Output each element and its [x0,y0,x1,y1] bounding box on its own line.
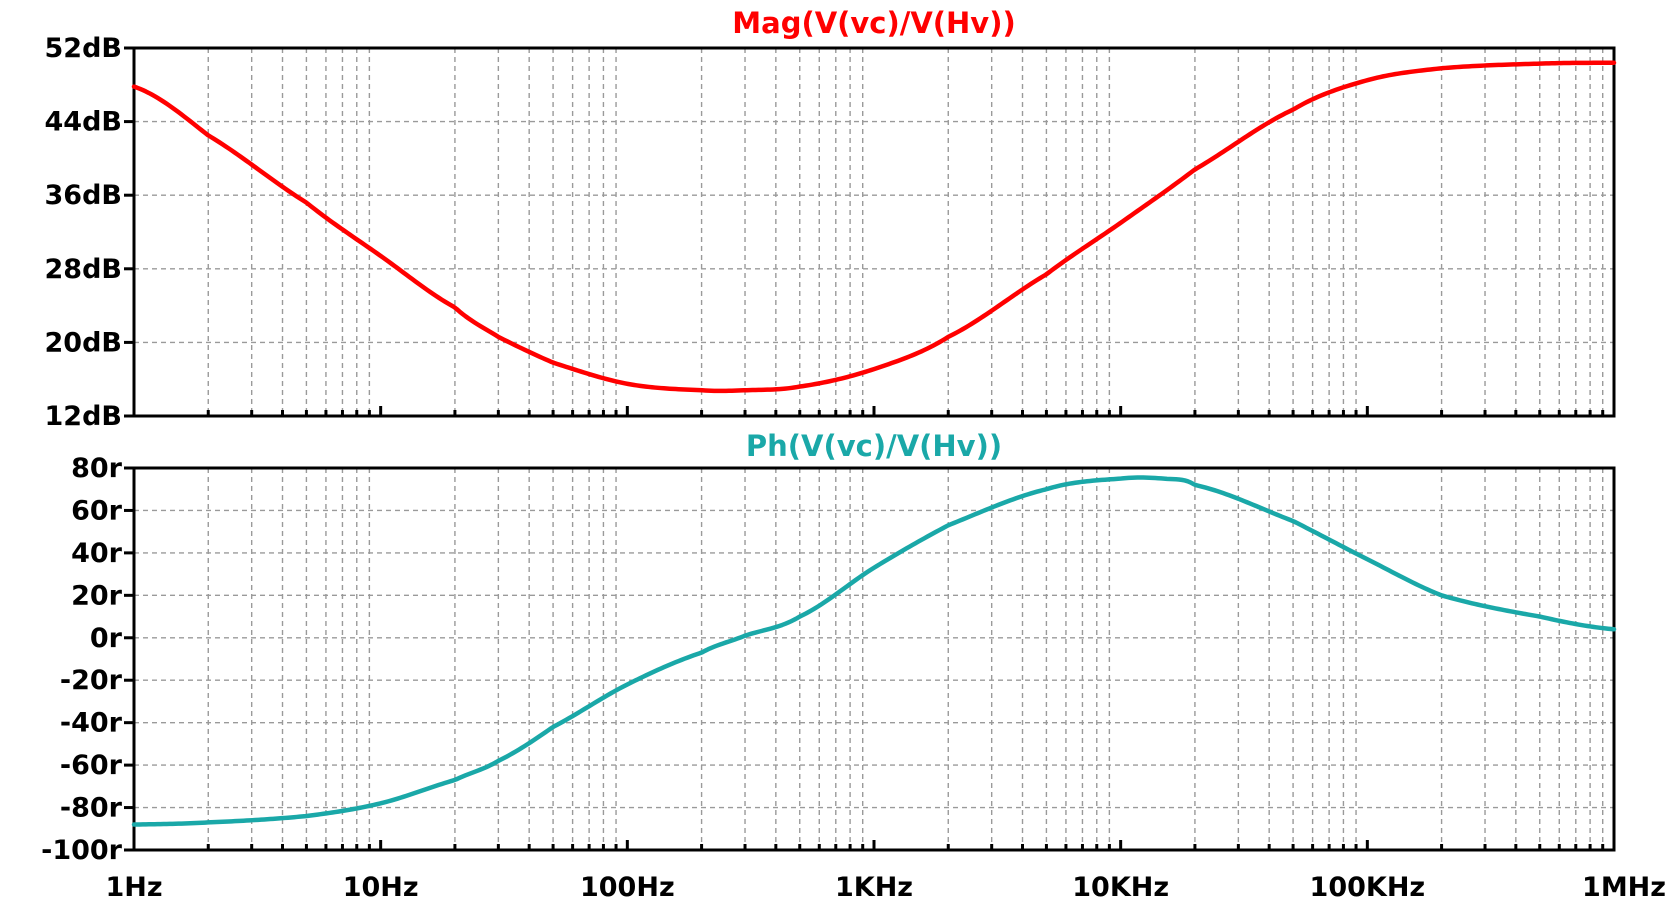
phase-curve [131,475,1617,827]
magnitude-pane: 12dB 20dB 28dB 36dB 44dB 52dB Mag(V(vc)/V(Hv)… [45,6,1617,432]
x-tick-label: 1MHz [1582,872,1666,903]
y-tick-label: 80r [71,453,123,484]
y-tick-label: 28dB [45,254,122,285]
magnitude-ticks [124,46,1605,418]
y-tick-label: -100r [41,835,123,866]
x-tick-label: 10KHz [1072,872,1169,903]
y-tick-label: -40r [60,708,123,739]
magnitude-title: Mag(V(vc)/V(Hv)) [732,6,1015,40]
magnitude-frame [132,46,1616,418]
x-tick-label: 100KHz [1310,872,1426,903]
y-tick-label: 12dB [45,401,122,432]
phase-pane: 80r 60r 40r 20r 0r -20r -40r -60r -80r -100r Ph(V… [41,429,1617,866]
y-tick-label: 36dB [45,180,122,211]
y-tick-label: 40r [71,538,123,569]
magnitude-curve [131,60,1617,394]
y-tick-label: 52dB [45,33,122,64]
y-tick-label: -20r [60,665,123,696]
x-tick-label: 100Hz [580,872,675,903]
y-tick-label: 20dB [45,327,122,358]
y-tick-label: -60r [60,750,123,781]
y-tick-label: 20r [71,580,123,611]
x-tick-label: 1Hz [105,872,162,903]
phase-frame [132,466,1616,852]
y-tick-label: 60r [71,495,123,526]
x-tick-label: 1KHz [835,872,913,903]
magnitude-y-tick-labels: 12dB 20dB 28dB 36dB 44dB 52dB [45,33,122,432]
phase-ticks [124,466,1605,852]
y-tick-label: 0r [90,623,123,654]
x-tick-label: 10Hz [343,872,419,903]
y-tick-label: -80r [60,793,123,824]
magnitude-grid [134,48,1614,416]
frequency-axis-tick-labels: 1Hz 10Hz 100Hz 1KHz 10KHz 100KHz 1MHz [105,872,1666,903]
phase-y-tick-labels: 80r 60r 40r 20r 0r -20r -40r -60r -80r -100r [41,453,123,866]
phase-title: Ph(V(vc)/V(Hv)) [746,429,1002,463]
y-tick-label: 44dB [45,107,122,138]
phase-grid [134,468,1614,850]
